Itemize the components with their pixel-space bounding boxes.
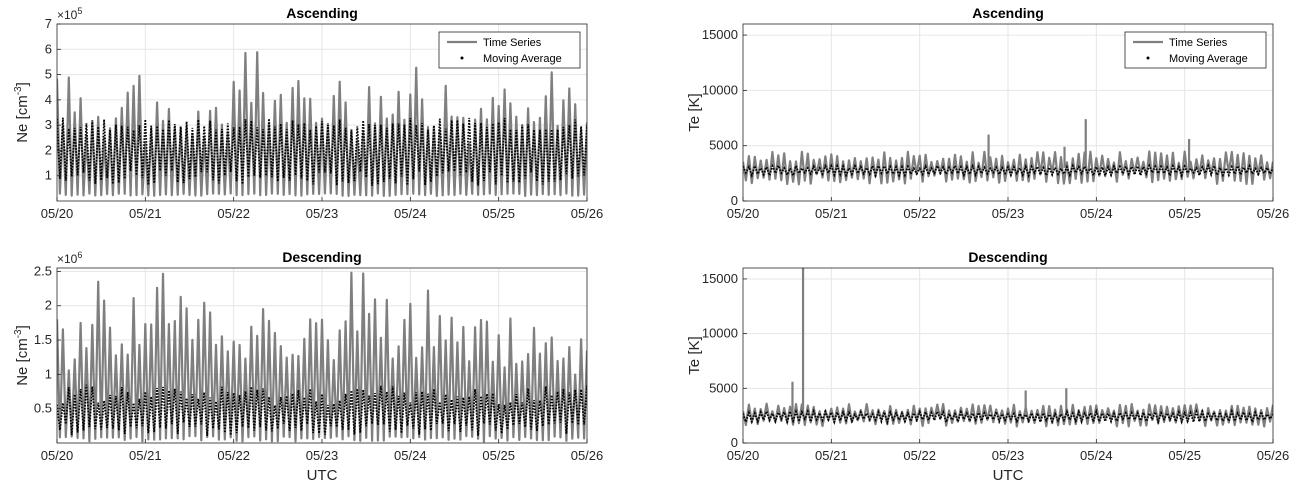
plot-title: Descending — [968, 249, 1047, 265]
x-tick-label: 05/24 — [394, 448, 427, 463]
x-tick-label: 05/21 — [815, 448, 848, 463]
legend: Time Series Moving Average — [438, 31, 581, 69]
y-axis-exponent: ×105 — [57, 6, 82, 22]
x-tick-label: 05/23 — [306, 448, 339, 463]
plot-panel-2: 05/20 05/21 05/22 05/23 05/24 05/25 05/26 0.5 1 1… — [13, 249, 603, 484]
plot-panel-0: 05/20 05/21 05/22 05/23 05/24 05/25 05/26 1 2 3 4 5… — [13, 5, 603, 221]
plot-title: Descending — [282, 249, 361, 265]
x-tick-label: 05/25 — [482, 448, 515, 463]
x-tick-label: 05/26 — [1257, 448, 1290, 463]
y-tick-label: 10000 — [702, 82, 738, 97]
y-axis-exponent: ×106 — [57, 250, 82, 266]
y-label-text: Ne [cm — [14, 338, 31, 386]
exponent-base: ×10 — [57, 8, 78, 22]
y-label-close: ] — [14, 82, 31, 86]
y-label-sup: -3 — [13, 86, 24, 95]
x-tick-label: 05/25 — [482, 206, 515, 221]
y-tick-label: 2.5 — [34, 263, 52, 278]
exponent-power: 5 — [77, 6, 82, 16]
x-axis-label: UTC — [307, 467, 338, 484]
y-tick-label: 1.5 — [34, 332, 52, 347]
x-tick-label: 05/23 — [992, 206, 1025, 221]
y-tick-label: 5000 — [709, 138, 738, 153]
legend-moving-average-swatch — [1146, 56, 1150, 60]
plot-panel-3: 05/20 05/21 05/22 05/23 05/24 05/25 05/26 0 5000… — [686, 249, 1289, 484]
x-tick-label: 05/22 — [903, 206, 936, 221]
x-tick-label: 05/24 — [1080, 206, 1113, 221]
y-label-sup: -3 — [13, 329, 24, 338]
x-tick-label: 05/20 — [41, 448, 74, 463]
legend-moving-average-swatch — [460, 56, 464, 60]
x-tick-label: 05/22 — [217, 448, 250, 463]
y-tick-label: 0 — [731, 435, 738, 450]
y-tick-label: 0 — [731, 193, 738, 208]
x-tick-label: 05/24 — [394, 206, 427, 221]
x-tick-label: 05/21 — [129, 448, 162, 463]
legend-label: Moving Average — [1169, 53, 1248, 65]
y-axis-label: Te [K] — [686, 336, 703, 374]
legend-box — [438, 31, 581, 69]
x-tick-label: 05/20 — [727, 206, 760, 221]
y-tick-label: 5 — [45, 67, 52, 82]
legend-label: Moving Average — [483, 53, 562, 65]
y-tick-label: 15000 — [702, 271, 738, 286]
y-axis-label: Ne [cm-3] — [13, 325, 31, 386]
x-tick-label: 05/20 — [727, 448, 760, 463]
y-tick-label: 4 — [45, 92, 52, 107]
x-tick-label: 05/23 — [306, 206, 339, 221]
x-tick-label: 05/26 — [571, 448, 604, 463]
plot-title: Ascending — [972, 5, 1044, 21]
x-tick-label: 05/20 — [41, 206, 74, 221]
y-axis-label: Ne [cm-3] — [13, 82, 31, 143]
legend-label: Time Series — [1169, 37, 1228, 49]
x-tick-label: 05/24 — [1080, 448, 1113, 463]
y-label-close: ] — [14, 325, 31, 329]
legend-label: Time Series — [483, 37, 542, 49]
x-tick-label: 05/22 — [903, 448, 936, 463]
y-tick-label: 1 — [45, 366, 52, 381]
y-tick-label: 3 — [45, 117, 52, 132]
x-tick-label: 05/23 — [992, 448, 1025, 463]
moving-average-dots — [57, 117, 587, 186]
moving-average-dots — [743, 162, 1273, 179]
legend: Time Series Moving Average — [1124, 31, 1267, 69]
data-layer — [57, 271, 587, 443]
exponent-power: 6 — [77, 250, 82, 260]
x-tick-label: 05/25 — [1168, 206, 1201, 221]
y-tick-label: 2 — [45, 298, 52, 313]
y-label-text: Ne [cm — [14, 95, 31, 143]
y-tick-label: 7 — [45, 16, 52, 31]
time-series-line — [743, 402, 1273, 428]
y-axis-label: Te [K] — [686, 93, 703, 131]
plot-panel-1: 05/20 05/21 05/22 05/23 05/24 05/25 05/26 0 5000… — [686, 5, 1289, 221]
y-tick-label: 6 — [45, 41, 52, 56]
data-layer — [743, 119, 1273, 186]
x-tick-label: 05/21 — [815, 206, 848, 221]
data-layer — [743, 268, 1273, 428]
x-axis-label: UTC — [993, 467, 1024, 484]
y-tick-label: 1 — [45, 168, 52, 183]
x-tick-label: 05/26 — [571, 206, 604, 221]
x-tick-label: 05/22 — [217, 206, 250, 221]
x-tick-label: 05/25 — [1168, 448, 1201, 463]
x-tick-label: 05/21 — [129, 206, 162, 221]
moving-average-dots — [743, 408, 1273, 426]
moving-average-dots — [57, 384, 587, 436]
data-layer — [57, 51, 587, 197]
y-tick-label: 15000 — [702, 27, 738, 42]
x-tick-label: 05/26 — [1257, 206, 1290, 221]
time-series-line — [57, 51, 587, 197]
time-series-line — [57, 271, 587, 443]
y-tick-label: 0.5 — [34, 401, 52, 416]
plot-title: Ascending — [286, 5, 358, 21]
legend-box — [1124, 31, 1267, 69]
exponent-base: ×10 — [57, 252, 78, 266]
y-tick-label: 10000 — [702, 326, 738, 341]
y-tick-label: 2 — [45, 142, 52, 157]
y-tick-label: 5000 — [709, 380, 738, 395]
time-series-line — [743, 150, 1273, 186]
